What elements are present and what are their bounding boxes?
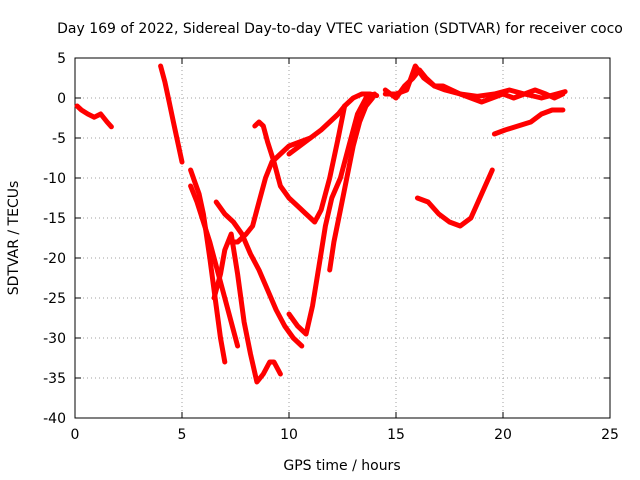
y-tick-label: -5 — [52, 131, 66, 147]
x-tick-label: 25 — [601, 427, 619, 443]
series-layer — [74, 63, 568, 385]
series-arc-4 — [188, 183, 241, 349]
y-axis-label: SDTVAR / TECUs — [6, 181, 22, 296]
x-tick-label: 0 — [71, 427, 80, 443]
series-arc-11 — [327, 95, 375, 273]
x-tick-label: 10 — [280, 427, 298, 443]
plot-frame — [74, 57, 611, 419]
y-tick-label: -40 — [43, 411, 66, 427]
y-tick-label: -15 — [43, 211, 66, 227]
tick-layer: 0 5 10 15 20 25 5 0 -5 -10 -15 -20 -25 -30 -35 -40 — [43, 51, 619, 443]
series-arc-8 — [226, 135, 313, 245]
series-arc-10 — [286, 91, 380, 157]
series-arc-9 — [286, 91, 378, 337]
y-tick-label: -30 — [43, 331, 66, 347]
y-tick-label: -10 — [43, 171, 66, 187]
series-arc-7 — [252, 103, 348, 225]
y-tick-label: 5 — [57, 51, 66, 67]
y-tick-label: -35 — [43, 371, 66, 387]
series-arc-13 — [382, 67, 566, 105]
grid-layer — [75, 58, 610, 418]
series-arc-2 — [158, 63, 185, 165]
y-tick-label: -25 — [43, 291, 66, 307]
x-tick-label: 5 — [178, 427, 187, 443]
series-arc-1 — [74, 103, 114, 130]
series-arc-15 — [414, 167, 495, 229]
x-tick-label: 15 — [387, 427, 405, 443]
chart-title: Day 169 of 2022, Sidereal Day-to-day VTE… — [57, 21, 623, 37]
x-tick-label: 20 — [494, 427, 512, 443]
series-arc-14 — [491, 107, 566, 137]
series-arc-6 — [211, 231, 283, 385]
y-tick-label: 0 — [57, 91, 66, 107]
y-tick-label: -20 — [43, 251, 66, 267]
x-axis-label: GPS time / hours — [283, 458, 400, 474]
series-arc-5 — [213, 199, 305, 349]
